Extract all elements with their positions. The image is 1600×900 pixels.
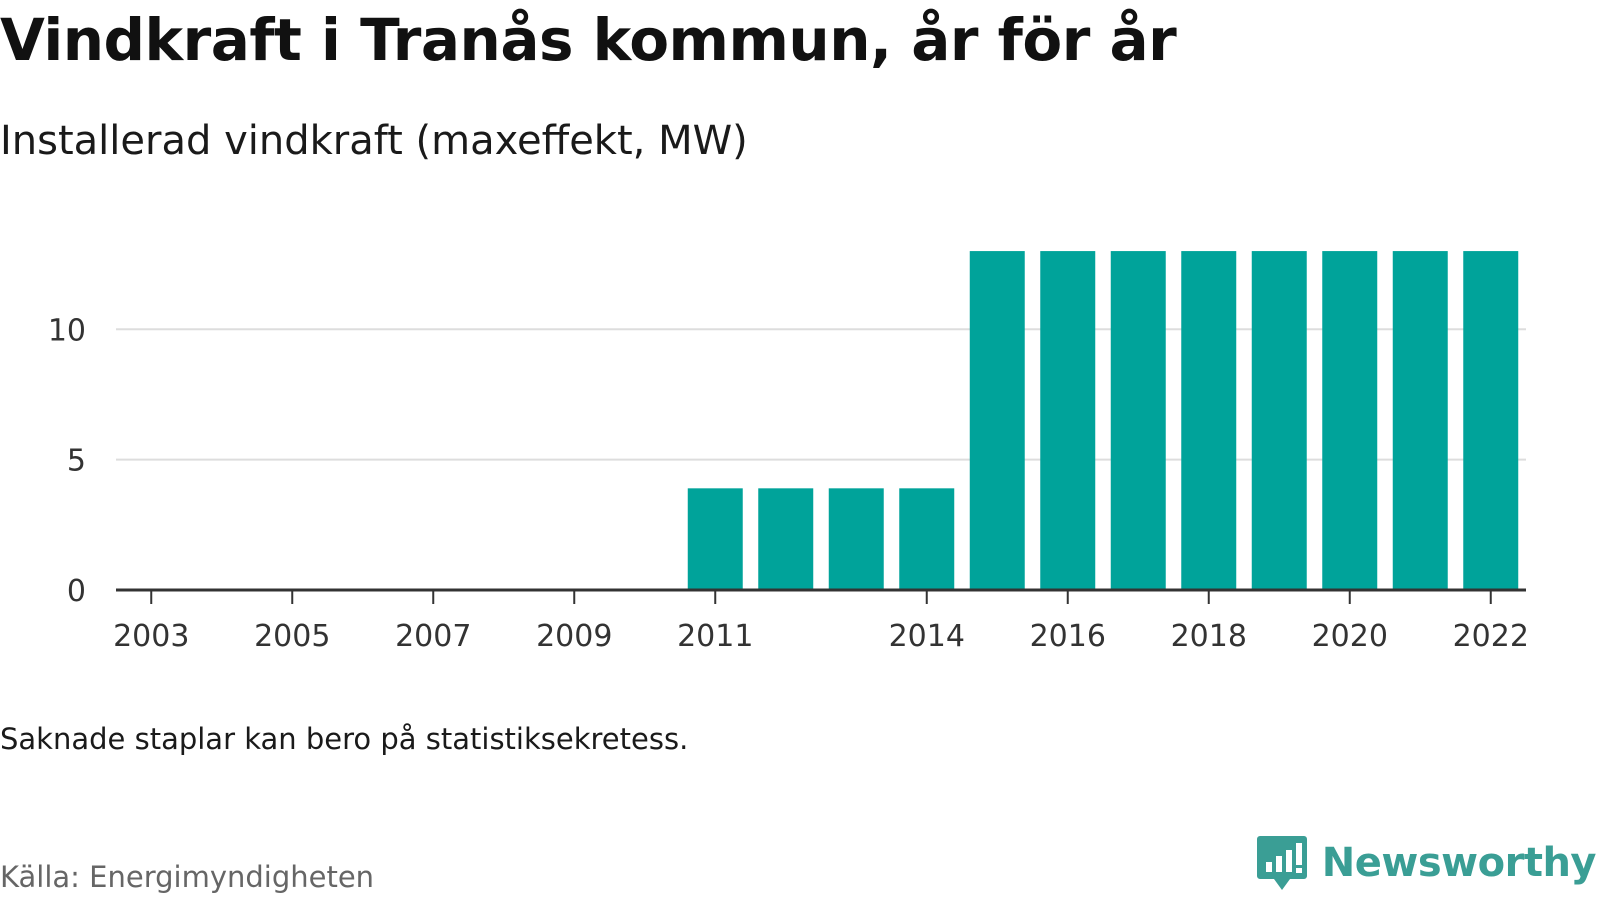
bar-2011	[687, 488, 743, 590]
x-axis-labels: 2003 2005 2007 2009 2011 2014 2016 2018 2020 2022	[113, 619, 1529, 654]
newsworthy-logo-icon	[1256, 836, 1307, 890]
brand-name: Newsworthy	[1321, 840, 1597, 886]
bar-2012	[758, 488, 814, 590]
bar-2018	[1181, 251, 1237, 591]
brand-logo: Newsworthy	[1256, 834, 1597, 892]
y-axis-labels: 0 5 10	[48, 313, 86, 609]
y-tick-label: 10	[48, 313, 86, 348]
bar-2014	[899, 488, 955, 590]
x-tick-label: 2014	[889, 619, 965, 654]
bar-2019	[1251, 251, 1307, 591]
bar-2020	[1322, 251, 1378, 591]
bar-2022	[1463, 251, 1519, 591]
bars	[687, 251, 1519, 591]
chart-subtitle: Installerad vindkraft (maxeffekt, MW)	[0, 118, 748, 164]
x-tick-label: 2009	[536, 619, 612, 654]
x-tick-label: 2020	[1312, 619, 1388, 654]
bar-2021	[1392, 251, 1448, 591]
x-axis	[116, 588, 1526, 604]
x-tick-label: 2007	[395, 619, 471, 654]
chart-title: Vindkraft i Tranås kommun, år för år	[0, 6, 1177, 74]
y-tick-label: 0	[67, 574, 86, 609]
gridlines	[116, 328, 1526, 461]
footnote: Saknade staplar kan bero på statistiksek…	[0, 722, 689, 756]
bar-2016	[1040, 251, 1096, 591]
x-tick-label: 2022	[1453, 619, 1529, 654]
bar-2015	[969, 251, 1025, 591]
x-tick-label: 2011	[677, 619, 753, 654]
bar-2017	[1110, 251, 1166, 591]
bar-2013	[828, 488, 884, 590]
x-tick-label: 2003	[113, 619, 189, 654]
x-tick-label: 2018	[1171, 619, 1247, 654]
source-credit: Källa: Energimyndigheten	[0, 860, 375, 894]
x-tick-label: 2005	[254, 619, 330, 654]
x-tick-label: 2016	[1030, 619, 1106, 654]
y-tick-label: 5	[67, 444, 86, 479]
